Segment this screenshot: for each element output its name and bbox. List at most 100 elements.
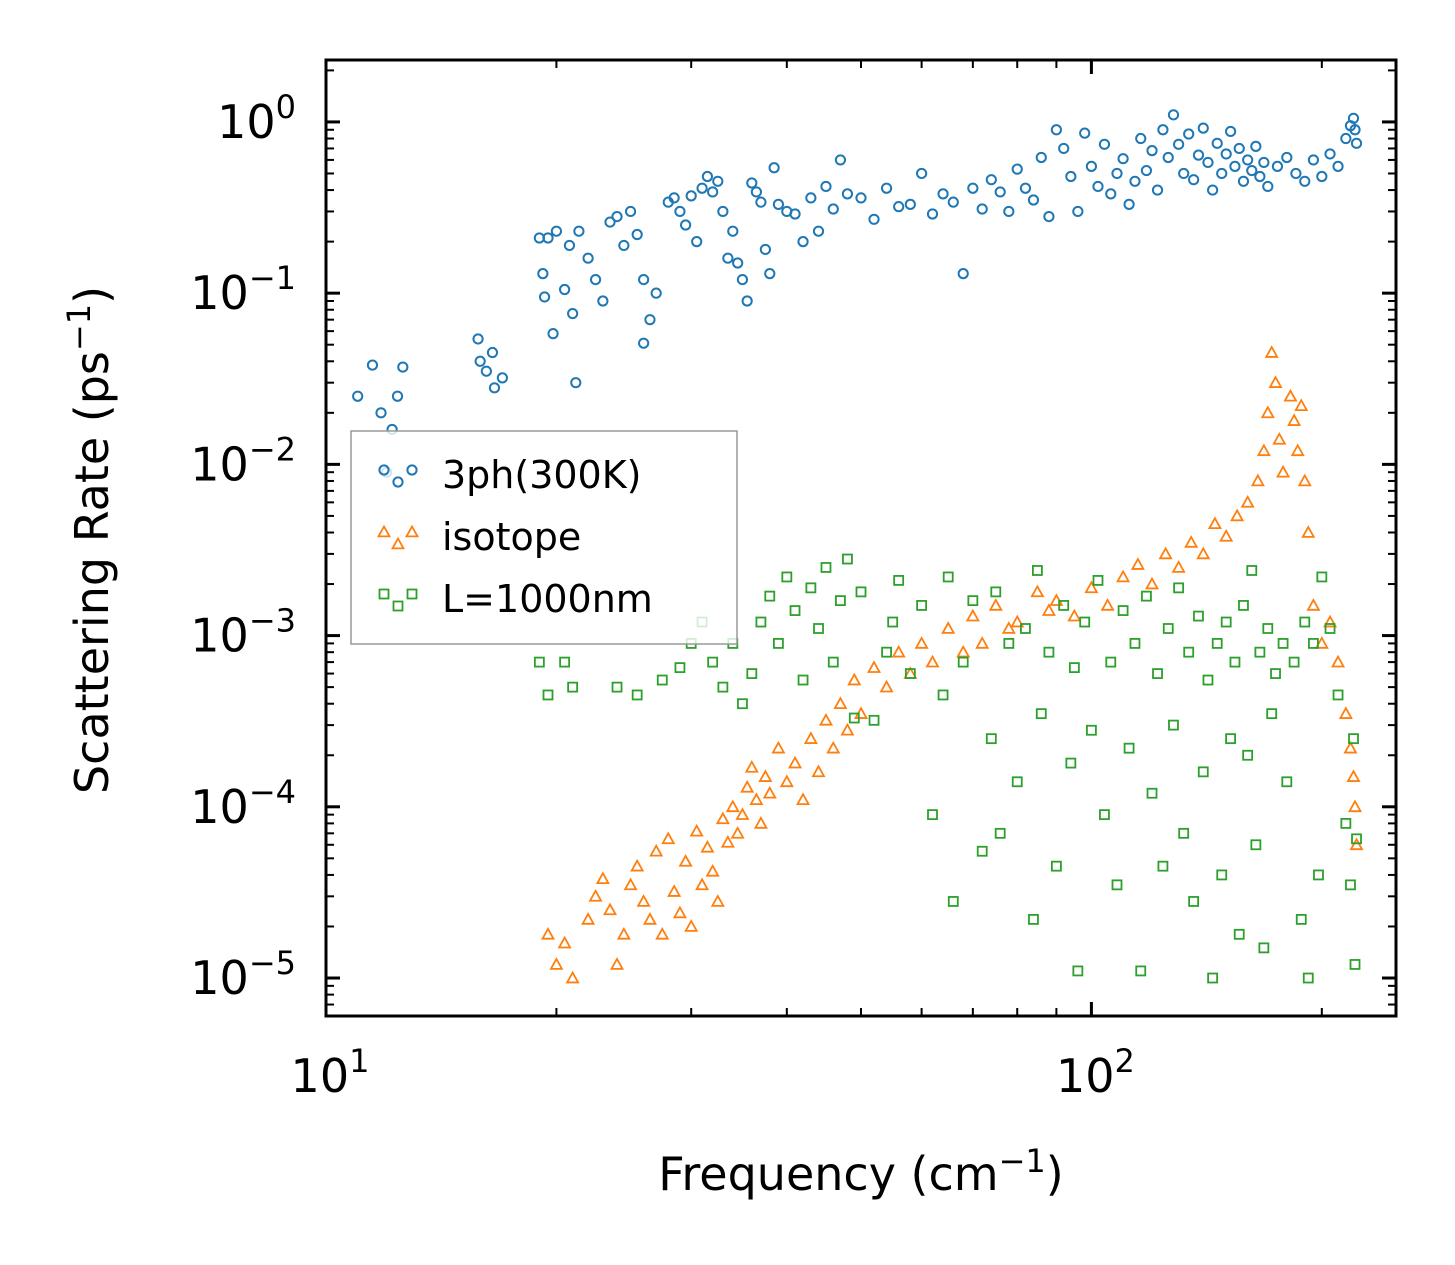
data-point xyxy=(1157,124,1169,136)
data-point xyxy=(1219,528,1234,542)
data-point xyxy=(975,636,990,649)
data-point xyxy=(735,807,750,820)
data-point xyxy=(588,888,603,902)
data-point xyxy=(1030,584,1045,598)
data-point xyxy=(1272,431,1287,445)
data-point xyxy=(707,186,719,198)
data-point xyxy=(1340,817,1352,829)
data-point xyxy=(1242,749,1254,761)
data-point xyxy=(840,722,855,736)
data-point xyxy=(764,590,776,602)
legend-marker xyxy=(406,588,418,600)
series-2 xyxy=(540,345,1364,984)
data-point xyxy=(967,595,979,607)
data-point xyxy=(480,365,492,377)
data-point xyxy=(1152,668,1163,679)
data-point xyxy=(581,912,596,925)
data-point xyxy=(741,295,753,307)
data-point xyxy=(1302,972,1314,984)
legend-marker xyxy=(390,536,406,550)
data-point xyxy=(1345,879,1356,891)
data-point xyxy=(720,834,735,848)
data-point xyxy=(542,232,554,244)
data-point xyxy=(672,905,687,919)
data-point xyxy=(788,755,803,769)
data-point xyxy=(674,662,686,674)
data-point xyxy=(746,177,758,189)
x-axis-title: Frequency (cm−1) xyxy=(658,1142,1063,1201)
data-point xyxy=(818,712,834,726)
data-point xyxy=(1183,646,1195,658)
data-point xyxy=(848,712,860,724)
data-point xyxy=(1130,557,1145,570)
data-point xyxy=(1250,140,1262,152)
data-point xyxy=(700,839,715,853)
data-point xyxy=(1349,959,1361,970)
data-point xyxy=(1351,833,1362,845)
data-point xyxy=(1346,769,1361,782)
data-point xyxy=(1197,122,1209,134)
legend-marker xyxy=(392,476,404,488)
data-point xyxy=(722,252,734,264)
data-point xyxy=(674,205,686,218)
data-point xyxy=(805,192,817,204)
y-tick-label: 10−4 xyxy=(190,773,296,834)
data-point xyxy=(1072,205,1084,218)
data-point xyxy=(1207,184,1219,196)
data-point xyxy=(732,257,744,269)
data-point xyxy=(642,912,657,925)
legend: 3ph(300K) isotope L=1000nm xyxy=(350,430,738,645)
data-point xyxy=(893,575,905,586)
data-point xyxy=(1229,160,1241,172)
data-point xyxy=(1216,167,1228,180)
data-point xyxy=(1202,674,1214,686)
data-point xyxy=(1141,590,1152,602)
legend-marker xyxy=(406,464,418,476)
data-point xyxy=(472,333,484,345)
data-point xyxy=(1307,154,1320,166)
data-point xyxy=(649,843,664,857)
data-point xyxy=(1258,942,1270,954)
data-point xyxy=(1035,151,1047,164)
data-point xyxy=(488,382,501,394)
data-point xyxy=(1323,614,1338,628)
data-point xyxy=(1229,656,1241,668)
data-point xyxy=(1262,623,1274,634)
data-point xyxy=(1295,913,1307,925)
data-point xyxy=(486,346,499,359)
y-tick-label: 10−3 xyxy=(190,602,296,663)
data-point xyxy=(1332,689,1344,701)
data-point xyxy=(638,273,650,286)
data-point xyxy=(352,390,364,402)
data-point xyxy=(567,307,579,320)
x-tick-label: 101 xyxy=(291,1042,370,1103)
data-point xyxy=(834,154,847,166)
data-point xyxy=(1105,188,1117,200)
data-point xyxy=(1146,787,1158,799)
data-point xyxy=(826,740,841,754)
data-point xyxy=(696,182,708,194)
data-point xyxy=(868,714,880,726)
data-point xyxy=(701,170,714,183)
data-point xyxy=(994,186,1006,198)
data-point xyxy=(1294,398,1309,412)
data-point xyxy=(611,210,623,223)
data-point xyxy=(727,225,739,237)
data-point xyxy=(926,208,939,220)
data-point xyxy=(1035,708,1047,720)
data-point xyxy=(904,668,916,679)
data-point xyxy=(668,192,680,204)
data-point xyxy=(656,674,668,686)
data-point xyxy=(1270,668,1281,679)
data-point xyxy=(565,970,580,984)
legend-entry-2: isotope xyxy=(376,515,581,559)
data-point xyxy=(567,681,579,693)
data-point xyxy=(667,884,682,897)
data-point xyxy=(1020,623,1031,634)
data-point xyxy=(967,182,979,194)
y-axis-title: Scattering Rate (ps−1) xyxy=(60,286,119,794)
data-point xyxy=(1240,494,1255,508)
y-tick-base: 10 xyxy=(190,266,249,320)
data-point xyxy=(1158,546,1173,560)
data-point xyxy=(820,180,832,193)
